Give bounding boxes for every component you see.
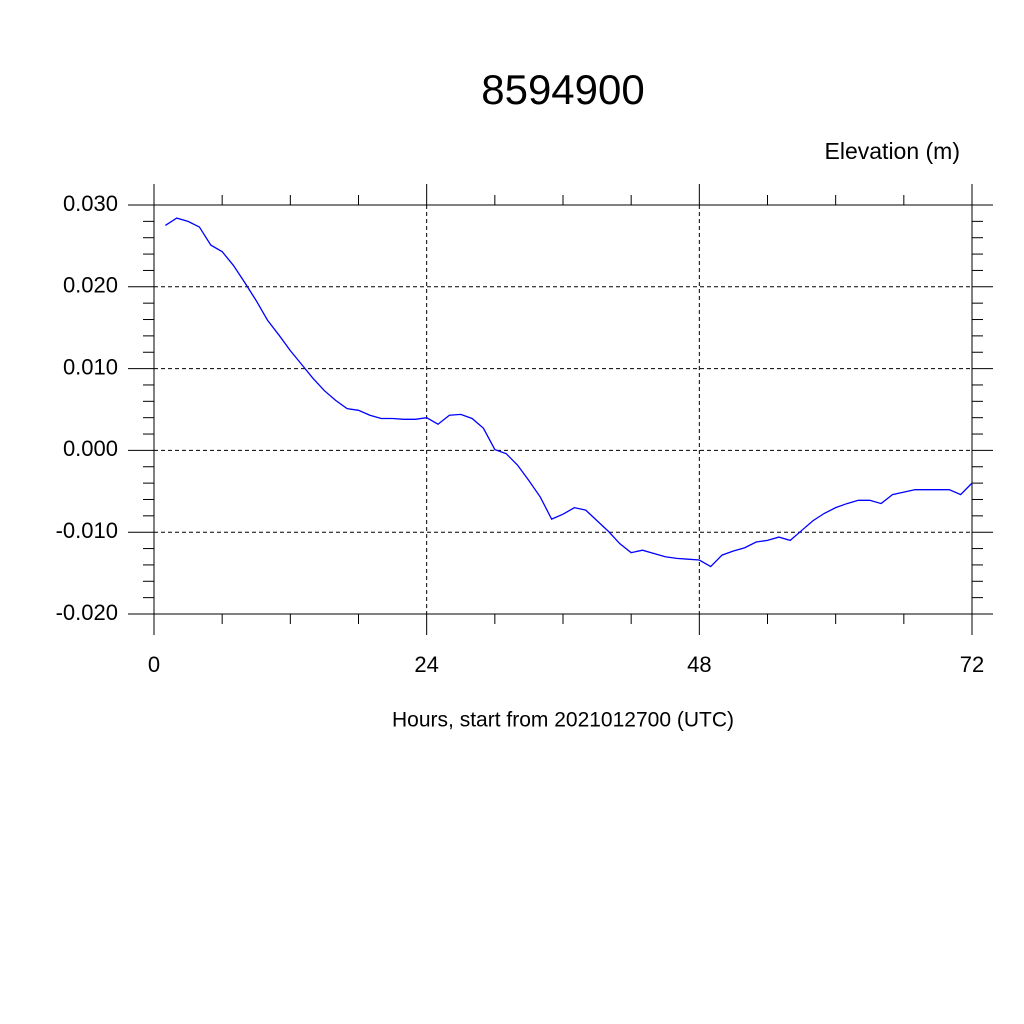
x-tick-label: 72	[960, 652, 984, 677]
y-axis-title: Elevation (m)	[825, 138, 960, 164]
y-tick-label: 0.000	[63, 436, 118, 461]
y-tick-label: 0.030	[63, 191, 118, 216]
chart-title: 8594900	[481, 66, 645, 113]
y-tick-label: -0.020	[56, 600, 118, 625]
plot-frame	[153, 204, 973, 615]
x-axis-title: Hours, start from 2021012700 (UTC)	[392, 709, 734, 732]
y-tick-label: 0.020	[63, 273, 118, 298]
x-tick-label: 24	[414, 652, 438, 677]
x-tick-label: 48	[687, 652, 711, 677]
y-tick-label: 0.010	[63, 354, 118, 379]
data-line	[165, 217, 973, 568]
y-tick-label: -0.010	[56, 518, 118, 543]
x-tick-label: 0	[148, 652, 160, 677]
